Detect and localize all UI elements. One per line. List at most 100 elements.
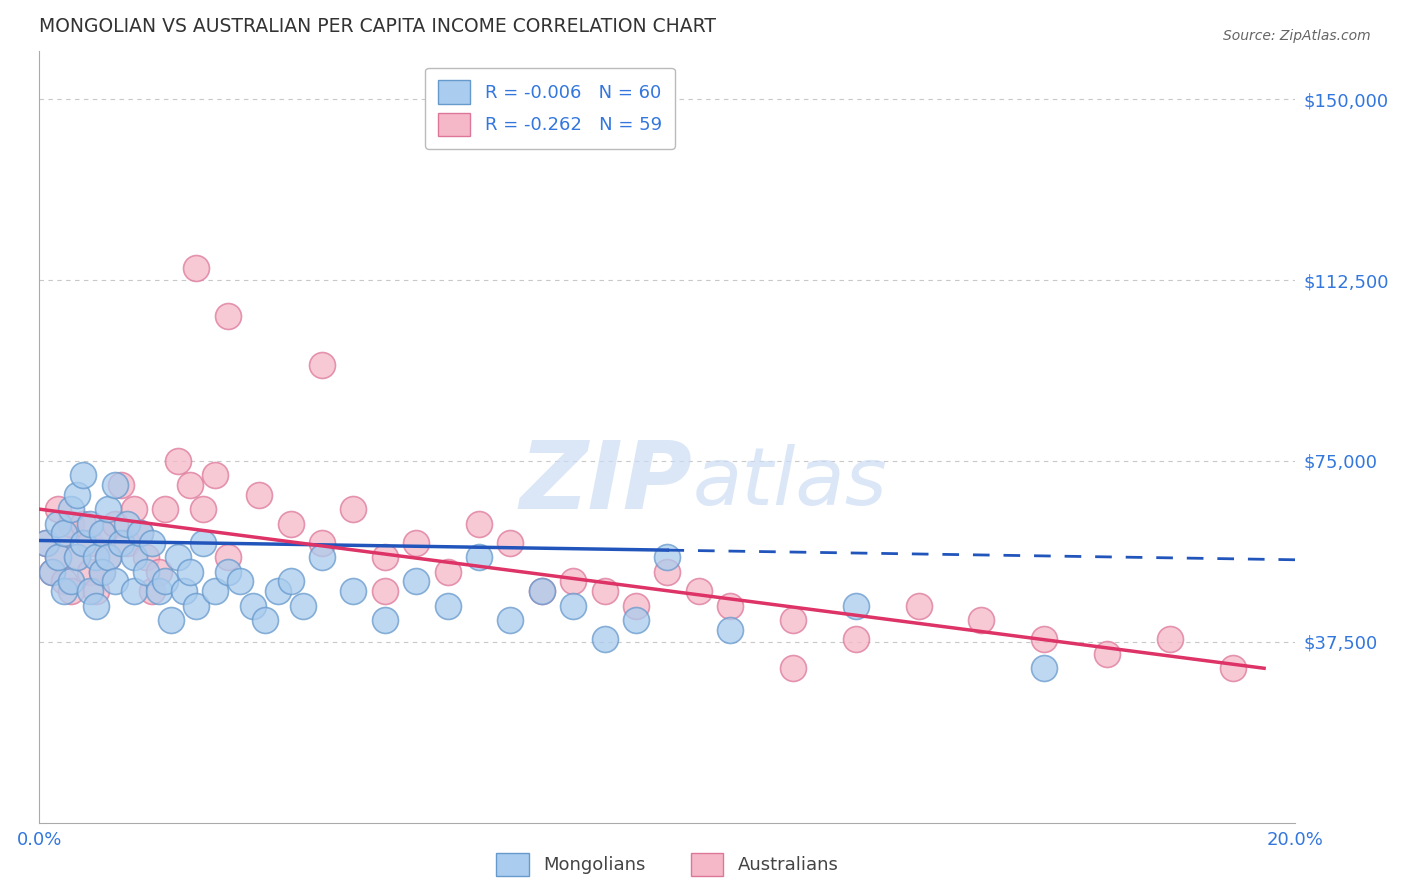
- Point: [1095, 647, 1118, 661]
- Point: [499, 613, 522, 627]
- Point: [117, 536, 139, 550]
- Point: [122, 584, 145, 599]
- Text: atlas: atlas: [693, 444, 887, 522]
- Point: [782, 661, 804, 675]
- Point: [79, 516, 101, 531]
- Point: [179, 565, 201, 579]
- Point: [110, 536, 132, 550]
- Point: [179, 478, 201, 492]
- Point: [1159, 632, 1181, 647]
- Point: [84, 584, 107, 599]
- Point: [166, 550, 188, 565]
- Point: [46, 516, 69, 531]
- Point: [97, 550, 120, 565]
- Point: [53, 526, 76, 541]
- Point: [374, 550, 396, 565]
- Point: [436, 599, 458, 613]
- Point: [66, 488, 89, 502]
- Point: [468, 516, 491, 531]
- Point: [91, 565, 114, 579]
- Point: [374, 584, 396, 599]
- Point: [907, 599, 929, 613]
- Point: [79, 565, 101, 579]
- Point: [72, 468, 94, 483]
- Point: [217, 310, 239, 324]
- Point: [128, 526, 150, 541]
- Point: [624, 613, 647, 627]
- Point: [468, 550, 491, 565]
- Point: [104, 516, 127, 531]
- Point: [148, 584, 170, 599]
- Point: [141, 584, 163, 599]
- Point: [718, 623, 741, 637]
- Point: [122, 550, 145, 565]
- Point: [342, 584, 364, 599]
- Point: [53, 584, 76, 599]
- Point: [72, 516, 94, 531]
- Point: [280, 574, 302, 589]
- Point: [311, 550, 333, 565]
- Point: [53, 526, 76, 541]
- Point: [191, 502, 214, 516]
- Point: [59, 502, 82, 516]
- Point: [46, 550, 69, 565]
- Point: [122, 502, 145, 516]
- Point: [173, 584, 195, 599]
- Point: [593, 632, 616, 647]
- Point: [91, 565, 114, 579]
- Point: [79, 584, 101, 599]
- Point: [186, 261, 208, 276]
- Point: [46, 502, 69, 516]
- Point: [267, 584, 290, 599]
- Point: [280, 516, 302, 531]
- Point: [72, 536, 94, 550]
- Point: [97, 502, 120, 516]
- Point: [91, 526, 114, 541]
- Point: [41, 565, 63, 579]
- Point: [292, 599, 315, 613]
- Point: [254, 613, 277, 627]
- Point: [657, 550, 679, 565]
- Point: [217, 550, 239, 565]
- Point: [41, 565, 63, 579]
- Point: [624, 599, 647, 613]
- Point: [242, 599, 264, 613]
- Point: [84, 599, 107, 613]
- Point: [311, 358, 333, 372]
- Point: [34, 536, 56, 550]
- Point: [148, 565, 170, 579]
- Point: [59, 516, 82, 531]
- Point: [405, 574, 427, 589]
- Point: [141, 536, 163, 550]
- Point: [657, 565, 679, 579]
- Point: [153, 502, 176, 516]
- Point: [117, 516, 139, 531]
- Text: Source: ZipAtlas.com: Source: ZipAtlas.com: [1223, 29, 1371, 43]
- Point: [593, 584, 616, 599]
- Point: [66, 550, 89, 565]
- Point: [342, 502, 364, 516]
- Point: [1033, 632, 1056, 647]
- Point: [530, 584, 553, 599]
- Point: [191, 536, 214, 550]
- Point: [66, 550, 89, 565]
- Point: [91, 526, 114, 541]
- Point: [53, 574, 76, 589]
- Point: [845, 599, 868, 613]
- Point: [135, 565, 157, 579]
- Point: [970, 613, 993, 627]
- Point: [530, 584, 553, 599]
- Point: [1033, 661, 1056, 675]
- Point: [166, 454, 188, 468]
- Point: [374, 613, 396, 627]
- Point: [104, 574, 127, 589]
- Point: [405, 536, 427, 550]
- Point: [153, 574, 176, 589]
- Point: [34, 536, 56, 550]
- Point: [160, 613, 183, 627]
- Point: [436, 565, 458, 579]
- Point: [59, 584, 82, 599]
- Point: [562, 599, 585, 613]
- Point: [688, 584, 710, 599]
- Point: [135, 550, 157, 565]
